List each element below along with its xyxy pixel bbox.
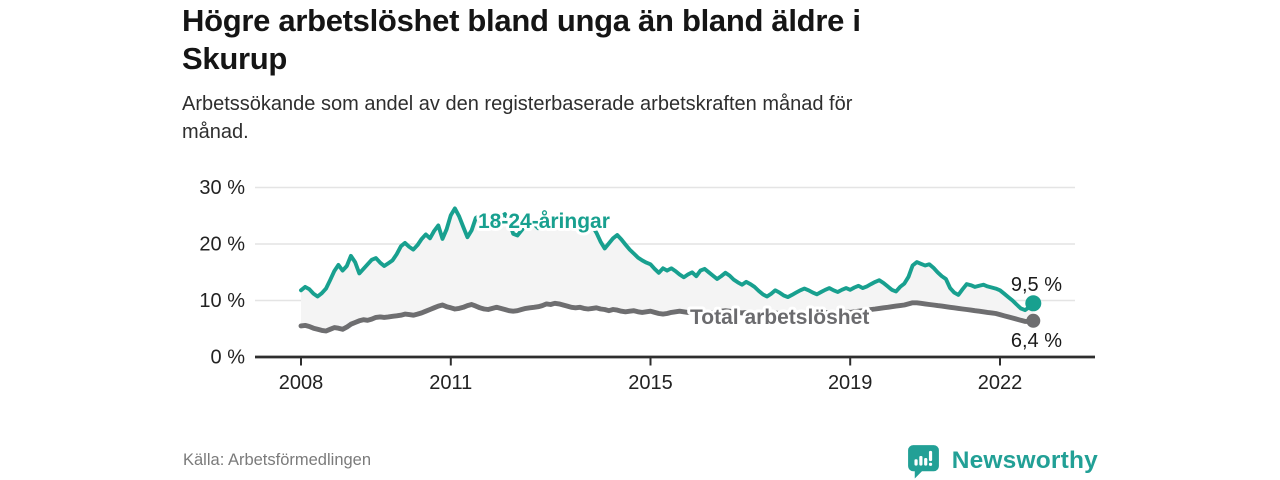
area-between-series xyxy=(301,208,1034,331)
page-title: Högre arbetslöshet bland unga än bland ä… xyxy=(182,3,861,76)
x-axis-label: 2019 xyxy=(828,372,873,394)
newsworthy-logo[interactable]: Newsworthy xyxy=(905,442,1098,479)
youth-series-label: 18-24-åringar xyxy=(478,210,610,233)
newsworthy-logo-icon xyxy=(907,445,939,479)
x-axis-label: 2022 xyxy=(978,372,1023,394)
x-axis-label: 2008 xyxy=(279,372,324,394)
newsworthy-wordmark: Newsworthy xyxy=(951,446,1098,474)
source-note: Källa: Arbetsförmedlingen xyxy=(183,451,372,469)
y-axis-label: 10 % xyxy=(199,290,245,312)
y-axis-label: 0 % xyxy=(211,347,246,369)
chart-header: Högre arbetslöshet bland unga än bland ä… xyxy=(182,2,1162,146)
y-axis-label: 30 % xyxy=(199,177,245,199)
total-series-line xyxy=(298,300,1036,334)
chart-subtitle: Arbetssökande som andel av den registerb… xyxy=(182,93,853,143)
total-end-dot xyxy=(1026,313,1041,328)
youth-end-value-label: 9,5 % xyxy=(1011,274,1062,296)
total-end-value-label: 6,4 % xyxy=(1011,330,1062,352)
total-series-label: Total arbetslöshet xyxy=(690,306,869,329)
y-axis-label: 20 % xyxy=(199,234,245,256)
x-axis-label: 2015 xyxy=(628,372,673,394)
youth-series-line xyxy=(299,206,1036,313)
x-axis-label: 2011 xyxy=(429,372,472,394)
youth-end-dot xyxy=(1025,295,1042,312)
